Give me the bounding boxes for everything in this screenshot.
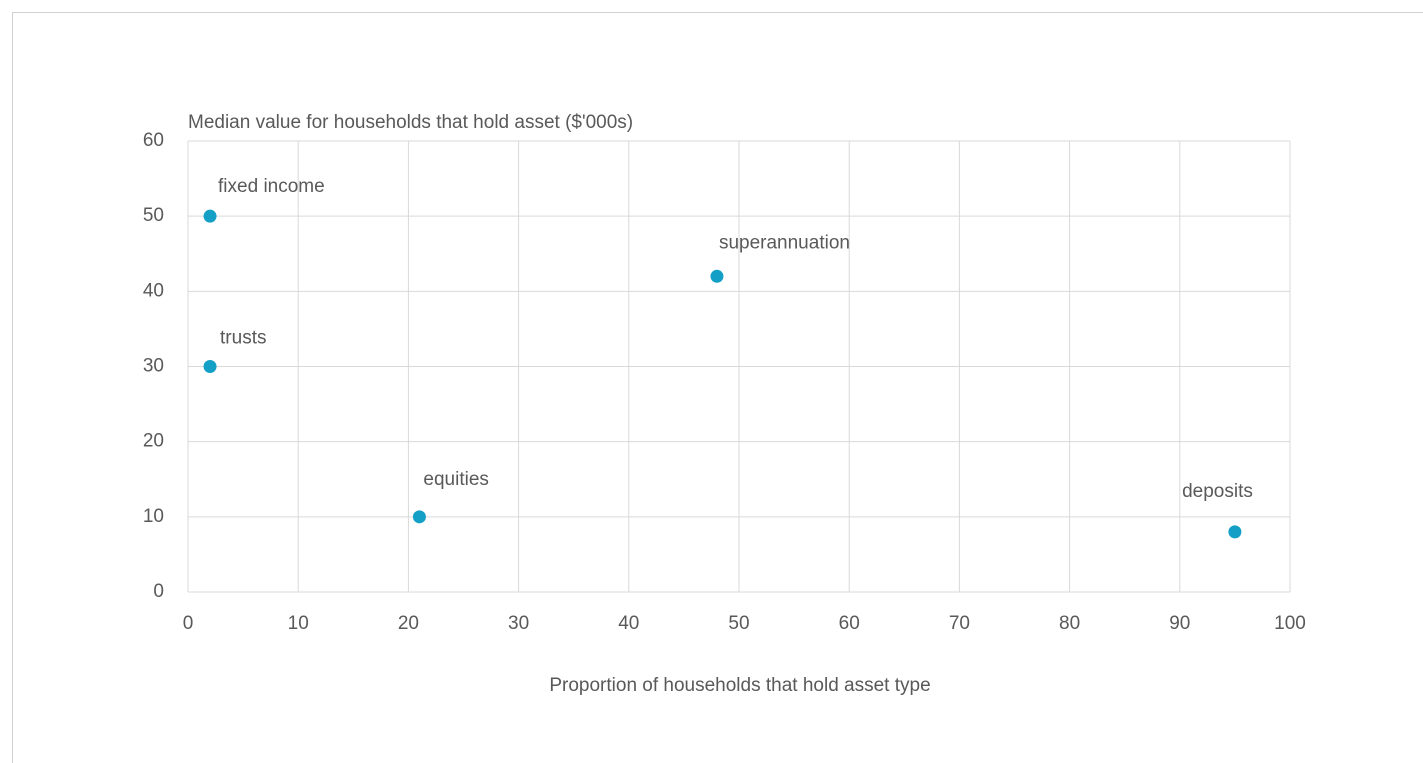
x-axis-label: Proportion of households that hold asset… — [549, 675, 930, 696]
x-tick-label: 20 — [398, 613, 419, 634]
y-tick-label: 10 — [143, 506, 164, 527]
point — [1228, 525, 1242, 539]
y-tick-label: 30 — [143, 356, 164, 377]
x-tick-label: 30 — [508, 613, 529, 634]
chart-title: Median value for households that hold as… — [188, 112, 633, 133]
point — [203, 360, 217, 373]
point-label: superannuation — [719, 232, 850, 253]
y-tick-label: 60 — [143, 130, 164, 151]
x-tick-label: 40 — [618, 613, 639, 634]
x-tick-label: 100 — [1274, 613, 1306, 634]
x-tick-label: 70 — [949, 613, 970, 634]
chart-border — [12, 12, 1423, 763]
x-tick-label: 60 — [839, 613, 860, 634]
x-tick-label: 90 — [1169, 613, 1190, 634]
y-tick-label: 40 — [143, 280, 164, 301]
y-tick-label: 50 — [143, 205, 164, 226]
x-tick-label: 80 — [1059, 613, 1080, 634]
point-label: fixed income — [218, 176, 325, 197]
point-label: equities — [423, 469, 489, 490]
y-tick-label: 20 — [143, 431, 164, 452]
y-tick-label: 0 — [153, 581, 164, 602]
point — [412, 510, 426, 524]
point-label: trusts — [220, 328, 266, 349]
point — [710, 269, 724, 283]
point-label: deposits — [1182, 481, 1253, 502]
point — [203, 209, 217, 223]
x-tick-label: 50 — [728, 613, 749, 634]
x-tick-label: 10 — [288, 613, 309, 634]
x-tick-label: 0 — [183, 613, 194, 634]
